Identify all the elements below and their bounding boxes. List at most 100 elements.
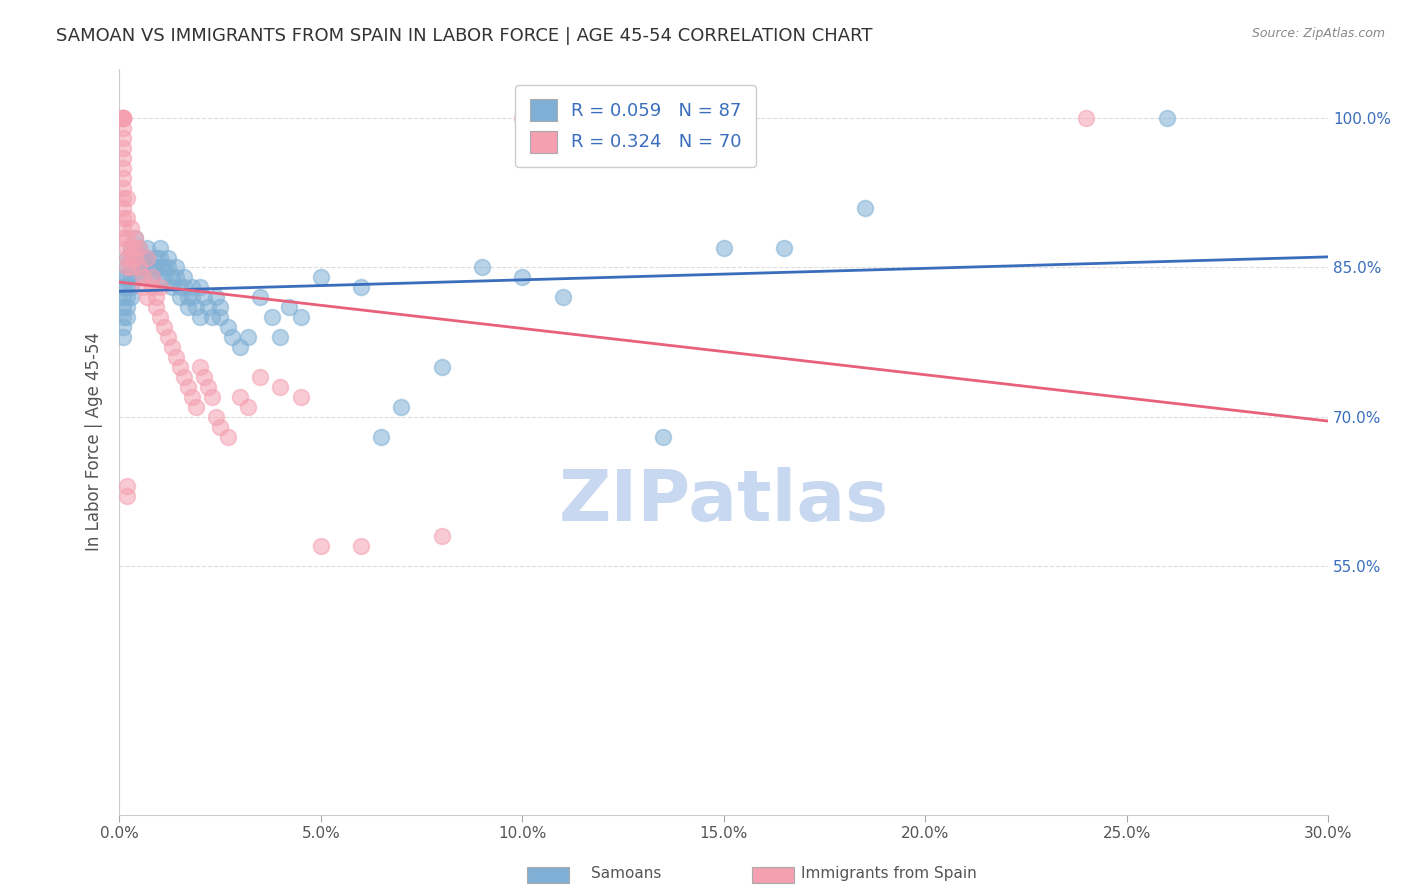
- Text: Immigrants from Spain: Immigrants from Spain: [801, 866, 977, 881]
- Point: [117, 241, 139, 255]
- Point: [112, 151, 135, 165]
- Point: [217, 320, 239, 334]
- Point: [117, 489, 139, 503]
- Point: [124, 230, 146, 244]
- Point: [145, 300, 167, 314]
- Point: [120, 260, 142, 275]
- Point: [141, 270, 163, 285]
- Point: [112, 201, 135, 215]
- Point: [128, 260, 150, 275]
- Point: [120, 241, 142, 255]
- Point: [197, 300, 219, 314]
- Point: [112, 290, 135, 304]
- Point: [112, 280, 135, 294]
- Point: [193, 290, 215, 304]
- Point: [177, 380, 200, 394]
- Point: [188, 310, 211, 325]
- Point: [117, 260, 139, 275]
- Point: [117, 191, 139, 205]
- Point: [269, 380, 291, 394]
- Point: [201, 310, 224, 325]
- Point: [117, 479, 139, 493]
- Point: [229, 340, 252, 354]
- Point: [430, 359, 453, 374]
- Point: [208, 310, 231, 325]
- Point: [112, 191, 135, 205]
- Point: [112, 112, 135, 126]
- Point: [471, 260, 494, 275]
- Point: [269, 330, 291, 344]
- Point: [165, 270, 187, 285]
- Point: [112, 320, 135, 334]
- Point: [136, 251, 159, 265]
- Point: [117, 260, 139, 275]
- Point: [188, 359, 211, 374]
- Point: [112, 161, 135, 175]
- Point: [120, 251, 142, 265]
- Point: [132, 280, 155, 294]
- Point: [112, 112, 135, 126]
- Point: [148, 251, 170, 265]
- Point: [117, 230, 139, 244]
- Point: [112, 121, 135, 136]
- Point: [152, 270, 174, 285]
- Point: [112, 300, 135, 314]
- Point: [145, 251, 167, 265]
- Point: [160, 340, 183, 354]
- Point: [249, 369, 271, 384]
- Point: [208, 419, 231, 434]
- Point: [238, 400, 260, 414]
- Point: [132, 260, 155, 275]
- Point: [389, 400, 412, 414]
- Point: [201, 390, 224, 404]
- Text: Samoans: Samoans: [591, 866, 661, 881]
- Point: [510, 112, 533, 126]
- Point: [112, 310, 135, 325]
- Point: [193, 369, 215, 384]
- Point: [120, 270, 142, 285]
- Point: [652, 429, 675, 443]
- Point: [249, 290, 271, 304]
- Point: [124, 251, 146, 265]
- Point: [120, 220, 142, 235]
- Text: ZIPatlas: ZIPatlas: [558, 467, 889, 536]
- Point: [177, 290, 200, 304]
- Point: [208, 300, 231, 314]
- Point: [773, 241, 796, 255]
- Point: [309, 270, 332, 285]
- Point: [169, 359, 191, 374]
- Point: [156, 260, 179, 275]
- Point: [124, 251, 146, 265]
- Point: [124, 241, 146, 255]
- Point: [1076, 112, 1098, 126]
- Point: [117, 310, 139, 325]
- Point: [152, 320, 174, 334]
- Point: [156, 330, 179, 344]
- Point: [165, 260, 187, 275]
- Point: [120, 251, 142, 265]
- Text: Source: ZipAtlas.com: Source: ZipAtlas.com: [1251, 27, 1385, 40]
- Point: [120, 241, 142, 255]
- Point: [124, 270, 146, 285]
- Point: [148, 241, 170, 255]
- Point: [112, 112, 135, 126]
- Point: [120, 280, 142, 294]
- Point: [205, 290, 228, 304]
- Point: [117, 251, 139, 265]
- Point: [132, 270, 155, 285]
- Text: SAMOAN VS IMMIGRANTS FROM SPAIN IN LABOR FORCE | AGE 45-54 CORRELATION CHART: SAMOAN VS IMMIGRANTS FROM SPAIN IN LABOR…: [56, 27, 873, 45]
- Point: [156, 251, 179, 265]
- Point: [148, 260, 170, 275]
- Legend: R = 0.059   N = 87, R = 0.324   N = 70: R = 0.059 N = 87, R = 0.324 N = 70: [515, 85, 756, 167]
- Point: [148, 280, 170, 294]
- Point: [173, 369, 195, 384]
- Point: [165, 350, 187, 364]
- Point: [173, 280, 195, 294]
- Point: [221, 330, 243, 344]
- Point: [112, 181, 135, 195]
- Point: [229, 390, 252, 404]
- Point: [184, 400, 207, 414]
- Point: [124, 260, 146, 275]
- Point: [117, 211, 139, 225]
- Point: [205, 409, 228, 424]
